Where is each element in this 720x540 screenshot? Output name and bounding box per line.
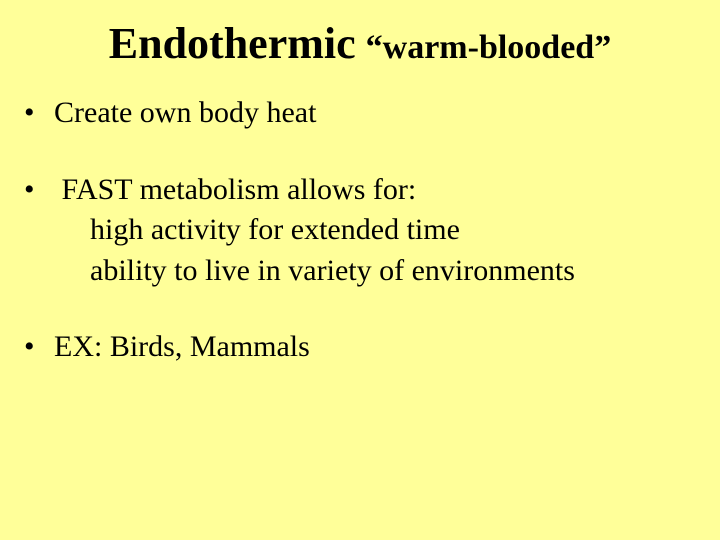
bullet-text: FAST metabolism allows for: [54, 173, 416, 206]
bullet-text: Create own body heat [54, 96, 316, 129]
bullet-2-sub-1: high activity for extended time [90, 210, 700, 251]
bullet-marker: • [24, 170, 54, 211]
bullet-3: •EX: Birds, Mammals [24, 327, 700, 368]
bullet-marker: • [24, 327, 54, 368]
title-sub: “warm-blooded” [366, 29, 612, 66]
bullet-text: EX: Birds, Mammals [54, 330, 310, 363]
spacer [20, 134, 700, 170]
slide: Endothermic “warm-blooded” •Create own b… [0, 0, 720, 540]
bullet-marker: • [24, 93, 54, 134]
slide-title: Endothermic “warm-blooded” [20, 18, 700, 69]
bullet-2: • FAST metabolism allows for: [24, 170, 700, 211]
bullet-1: •Create own body heat [24, 93, 700, 134]
title-main: Endothermic [109, 19, 356, 68]
bullet-2-sub-2: ability to live in variety of environmen… [90, 251, 700, 292]
spacer [20, 291, 700, 327]
